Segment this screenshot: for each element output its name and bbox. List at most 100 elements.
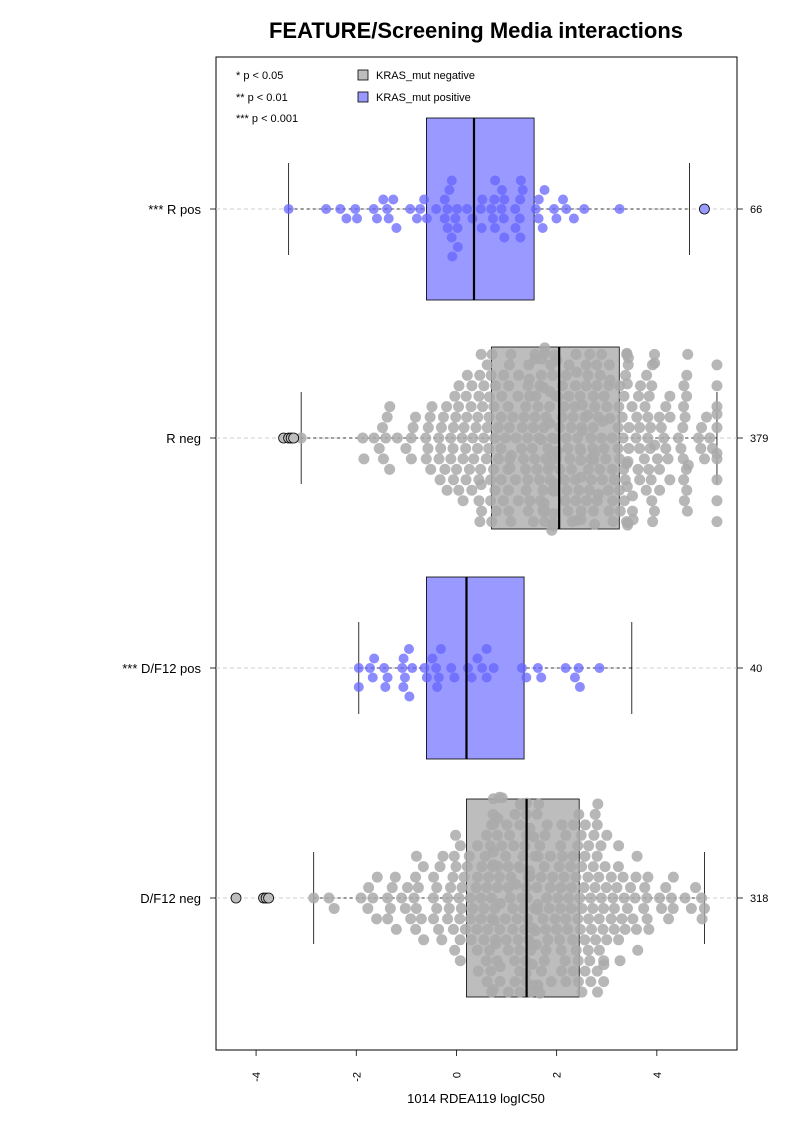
- group-4-point: [410, 850, 422, 862]
- x-tick-label: -4: [251, 1072, 263, 1082]
- group-2-point: [653, 463, 665, 475]
- group-4-point: [631, 850, 643, 862]
- group-3-point: [560, 663, 571, 673]
- group-2-point: [607, 516, 619, 528]
- group-2-point: [295, 432, 307, 444]
- group-2-point: [711, 447, 723, 459]
- group-2-point: [701, 411, 713, 423]
- group-1-point: [515, 175, 526, 186]
- group-4-label: D/F12 neg: [140, 891, 201, 906]
- group-4-point: [608, 902, 620, 914]
- group-2-point: [595, 348, 607, 360]
- group-2-point: [357, 432, 369, 444]
- group-2-point: [468, 453, 480, 465]
- group-4-point: [542, 934, 554, 946]
- group-4-point: [656, 902, 668, 914]
- group-4-point: [431, 882, 443, 894]
- group-2-point: [681, 484, 693, 496]
- group-4-point: [612, 861, 624, 873]
- group-2-point: [695, 442, 707, 454]
- group-2-point: [492, 422, 504, 434]
- group-4-point: [529, 925, 541, 937]
- group-4-point: [476, 861, 488, 873]
- group-2-point: [407, 422, 419, 434]
- group-2-point: [458, 422, 470, 434]
- group-2-point: [575, 445, 587, 457]
- group-3-box: [426, 576, 525, 760]
- group-4-point: [574, 923, 586, 935]
- group-2-point: [510, 432, 522, 444]
- group-4-point: [487, 984, 499, 996]
- group-3-point: [403, 644, 414, 654]
- group-2-point: [696, 422, 708, 434]
- group-2-point: [509, 474, 521, 486]
- group-4-point: [665, 892, 677, 904]
- group-1-point: [517, 185, 528, 195]
- group-3-point: [481, 672, 492, 683]
- group-2-point: [678, 495, 690, 507]
- medians: [465, 118, 561, 997]
- group-2-point: [535, 369, 547, 381]
- group-4-point: [613, 934, 625, 946]
- group-4-point: [613, 840, 625, 852]
- group-2-point: [434, 474, 446, 486]
- group-3-point: [398, 653, 409, 664]
- group-2-point: [518, 453, 530, 465]
- group-2-point: [497, 495, 509, 507]
- group-2-point: [437, 411, 449, 423]
- group-2-point: [457, 453, 469, 465]
- group-1-point: [510, 204, 521, 214]
- group-4-point: [410, 923, 422, 935]
- group-3-point: [421, 672, 432, 683]
- group-2-point: [570, 495, 582, 507]
- group-4-point: [478, 902, 490, 914]
- group-2-point: [575, 454, 587, 466]
- group-3-point: [431, 663, 442, 673]
- group-4-point: [458, 871, 470, 883]
- group-2-point: [643, 463, 655, 475]
- group-3-point: [407, 663, 418, 673]
- group-1-point: [391, 223, 402, 233]
- group-2-point: [711, 495, 723, 507]
- group-2-point: [391, 432, 403, 444]
- group-2-point: [477, 401, 489, 413]
- group-1-point: [462, 204, 473, 214]
- group-4-point: [598, 902, 610, 914]
- group-2-point: [475, 348, 487, 360]
- group-4-point: [363, 882, 375, 894]
- group-2-point: [620, 369, 632, 381]
- group-2-point: [522, 474, 534, 486]
- group-3-point: [488, 663, 499, 673]
- group-2-point: [564, 453, 576, 465]
- group-1-point: [411, 213, 422, 224]
- group-4-point: [514, 862, 526, 874]
- group-2-point: [594, 369, 606, 381]
- group-4-point: [510, 878, 522, 890]
- group-1-label: *** R pos: [148, 202, 201, 217]
- group-4-point: [538, 955, 550, 967]
- group-4-point: [585, 892, 597, 904]
- group-1-point: [421, 213, 432, 224]
- group-2-point: [435, 422, 447, 434]
- group-2-point: [606, 432, 618, 444]
- group-4-point: [598, 959, 610, 971]
- group-1-point: [442, 223, 453, 233]
- group-2-point: [662, 453, 674, 465]
- group-2-point: [515, 442, 527, 454]
- group-2-point: [617, 432, 629, 444]
- group-4-point: [507, 902, 519, 914]
- group-4-point: [496, 792, 508, 804]
- group-4-point: [641, 892, 653, 904]
- group-2-point: [678, 401, 690, 413]
- group-4-point: [600, 882, 612, 894]
- group-1-point: [383, 213, 394, 224]
- group-4-point: [509, 808, 521, 820]
- group-2-point: [463, 463, 475, 475]
- group-3-point: [353, 663, 364, 673]
- group-2-point: [522, 432, 534, 444]
- group-4-count: 318: [750, 893, 768, 905]
- group-2-point: [425, 463, 437, 475]
- group-2-point: [426, 401, 438, 413]
- group-2-point: [575, 505, 587, 517]
- group-2-point: [405, 432, 417, 444]
